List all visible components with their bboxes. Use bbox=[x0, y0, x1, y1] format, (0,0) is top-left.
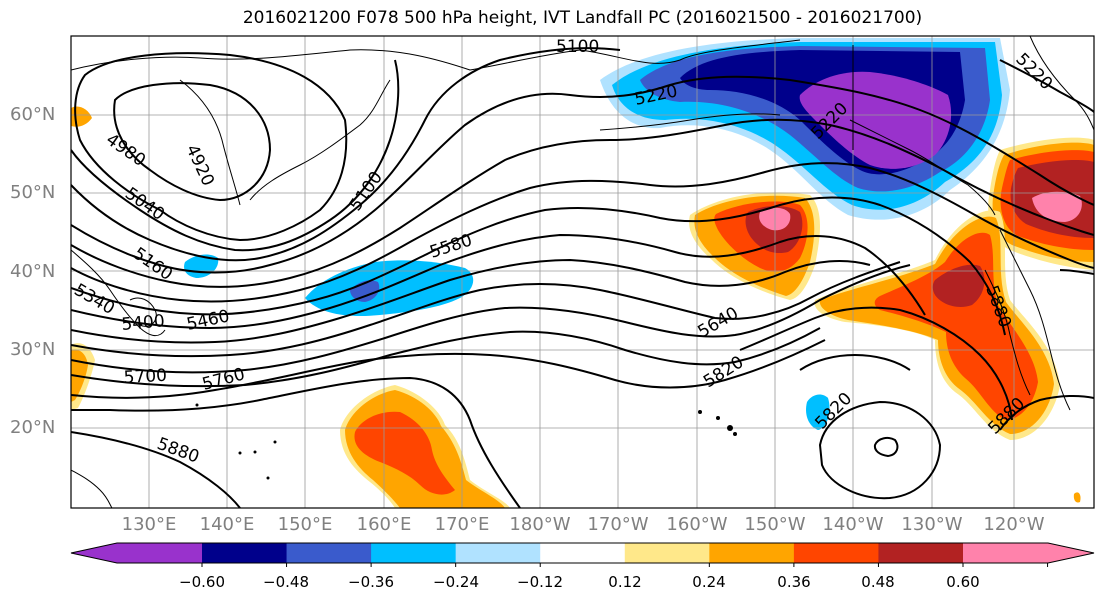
colorbar-tick-label: −0.12 bbox=[517, 573, 563, 591]
lat-label: 40°N bbox=[10, 261, 56, 282]
colorbar-swatch bbox=[455, 543, 541, 563]
contour-label: 5040 bbox=[121, 184, 168, 225]
pos-anomaly-subtropical bbox=[71, 106, 1081, 508]
map-title: 2016021200 F078 500 hPa height, IVT Land… bbox=[242, 8, 923, 28]
colorbar-extend-low bbox=[71, 543, 202, 563]
colorbar-tick-label: −0.36 bbox=[348, 573, 394, 591]
colorbar-tick-label: −0.48 bbox=[263, 573, 309, 591]
lon-label: 180°W bbox=[509, 514, 571, 535]
contour-label: 5880 bbox=[154, 434, 201, 468]
contour-label: 5820 bbox=[700, 352, 747, 392]
contour-label: 5400 bbox=[121, 311, 166, 335]
contour-label: 5460 bbox=[185, 306, 231, 335]
islands bbox=[195, 403, 737, 480]
lon-label: 150°E bbox=[277, 514, 333, 535]
colorbar bbox=[70, 542, 1095, 567]
lon-label: 160°W bbox=[666, 514, 728, 535]
colorbar-tick-label: 0.12 bbox=[608, 573, 642, 591]
colorbar-swatch bbox=[793, 543, 879, 563]
colorbar-tick-label: 0.24 bbox=[692, 573, 726, 591]
lat-label: 20°N bbox=[10, 417, 56, 438]
colorbar-swatch bbox=[709, 543, 795, 563]
lon-label: 170°W bbox=[587, 514, 649, 535]
colorbar-tick-label: 0.36 bbox=[777, 573, 811, 591]
contour-label: 5100 bbox=[346, 168, 387, 215]
lat-label: 30°N bbox=[10, 339, 56, 360]
contour-label: 5760 bbox=[200, 364, 247, 395]
height-contours bbox=[71, 47, 1094, 508]
lon-label: 170°E bbox=[434, 514, 490, 535]
contour-label: 5220 bbox=[1011, 49, 1056, 94]
colorbar-swatch bbox=[202, 543, 288, 563]
plot-frame bbox=[70, 35, 1095, 509]
contour-label: 5580 bbox=[427, 230, 474, 262]
colorbar-outline bbox=[70, 542, 1095, 564]
lon-label: 130°W bbox=[901, 514, 963, 535]
lon-label: 150°W bbox=[744, 514, 806, 535]
colorbar-swatch bbox=[878, 543, 964, 563]
colorbar-tick-label: 0.60 bbox=[946, 573, 980, 591]
colorbar-swatch bbox=[371, 543, 457, 563]
lat-label: 50°N bbox=[10, 182, 56, 203]
contour-label: 4920 bbox=[181, 142, 217, 190]
colorbar-tick-label: −0.60 bbox=[179, 573, 225, 591]
contour-label: 5700 bbox=[123, 366, 167, 388]
lon-label: 130°E bbox=[121, 514, 177, 535]
lon-label: 140°W bbox=[822, 514, 884, 535]
colorbar-tick-label: 0.48 bbox=[861, 573, 895, 591]
lon-label: 160°E bbox=[356, 514, 412, 535]
colorbar-tick-label: −0.24 bbox=[433, 573, 479, 591]
lat-label: 60°N bbox=[10, 104, 56, 125]
lon-label: 120°W bbox=[983, 514, 1045, 535]
coastlines bbox=[71, 36, 1094, 508]
colorbar-swatch bbox=[286, 543, 372, 563]
contour-label: 5100 bbox=[556, 37, 599, 57]
colorbar-swatch bbox=[540, 543, 626, 563]
colorbar-swatch bbox=[624, 543, 710, 563]
lon-label: 140°E bbox=[199, 514, 255, 535]
colorbar-extend-high bbox=[963, 543, 1094, 563]
neg-anomaly-alaska bbox=[600, 38, 1010, 220]
